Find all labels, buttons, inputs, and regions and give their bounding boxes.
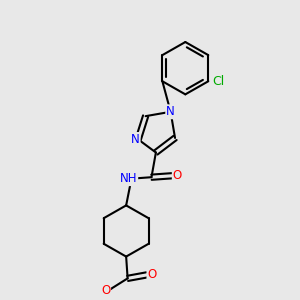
Text: O: O	[147, 268, 157, 281]
Text: N: N	[166, 105, 175, 118]
Text: N: N	[131, 133, 140, 146]
Text: O: O	[173, 169, 182, 182]
Text: O: O	[101, 284, 110, 296]
Text: NH: NH	[120, 172, 137, 185]
Text: Cl: Cl	[212, 75, 225, 88]
